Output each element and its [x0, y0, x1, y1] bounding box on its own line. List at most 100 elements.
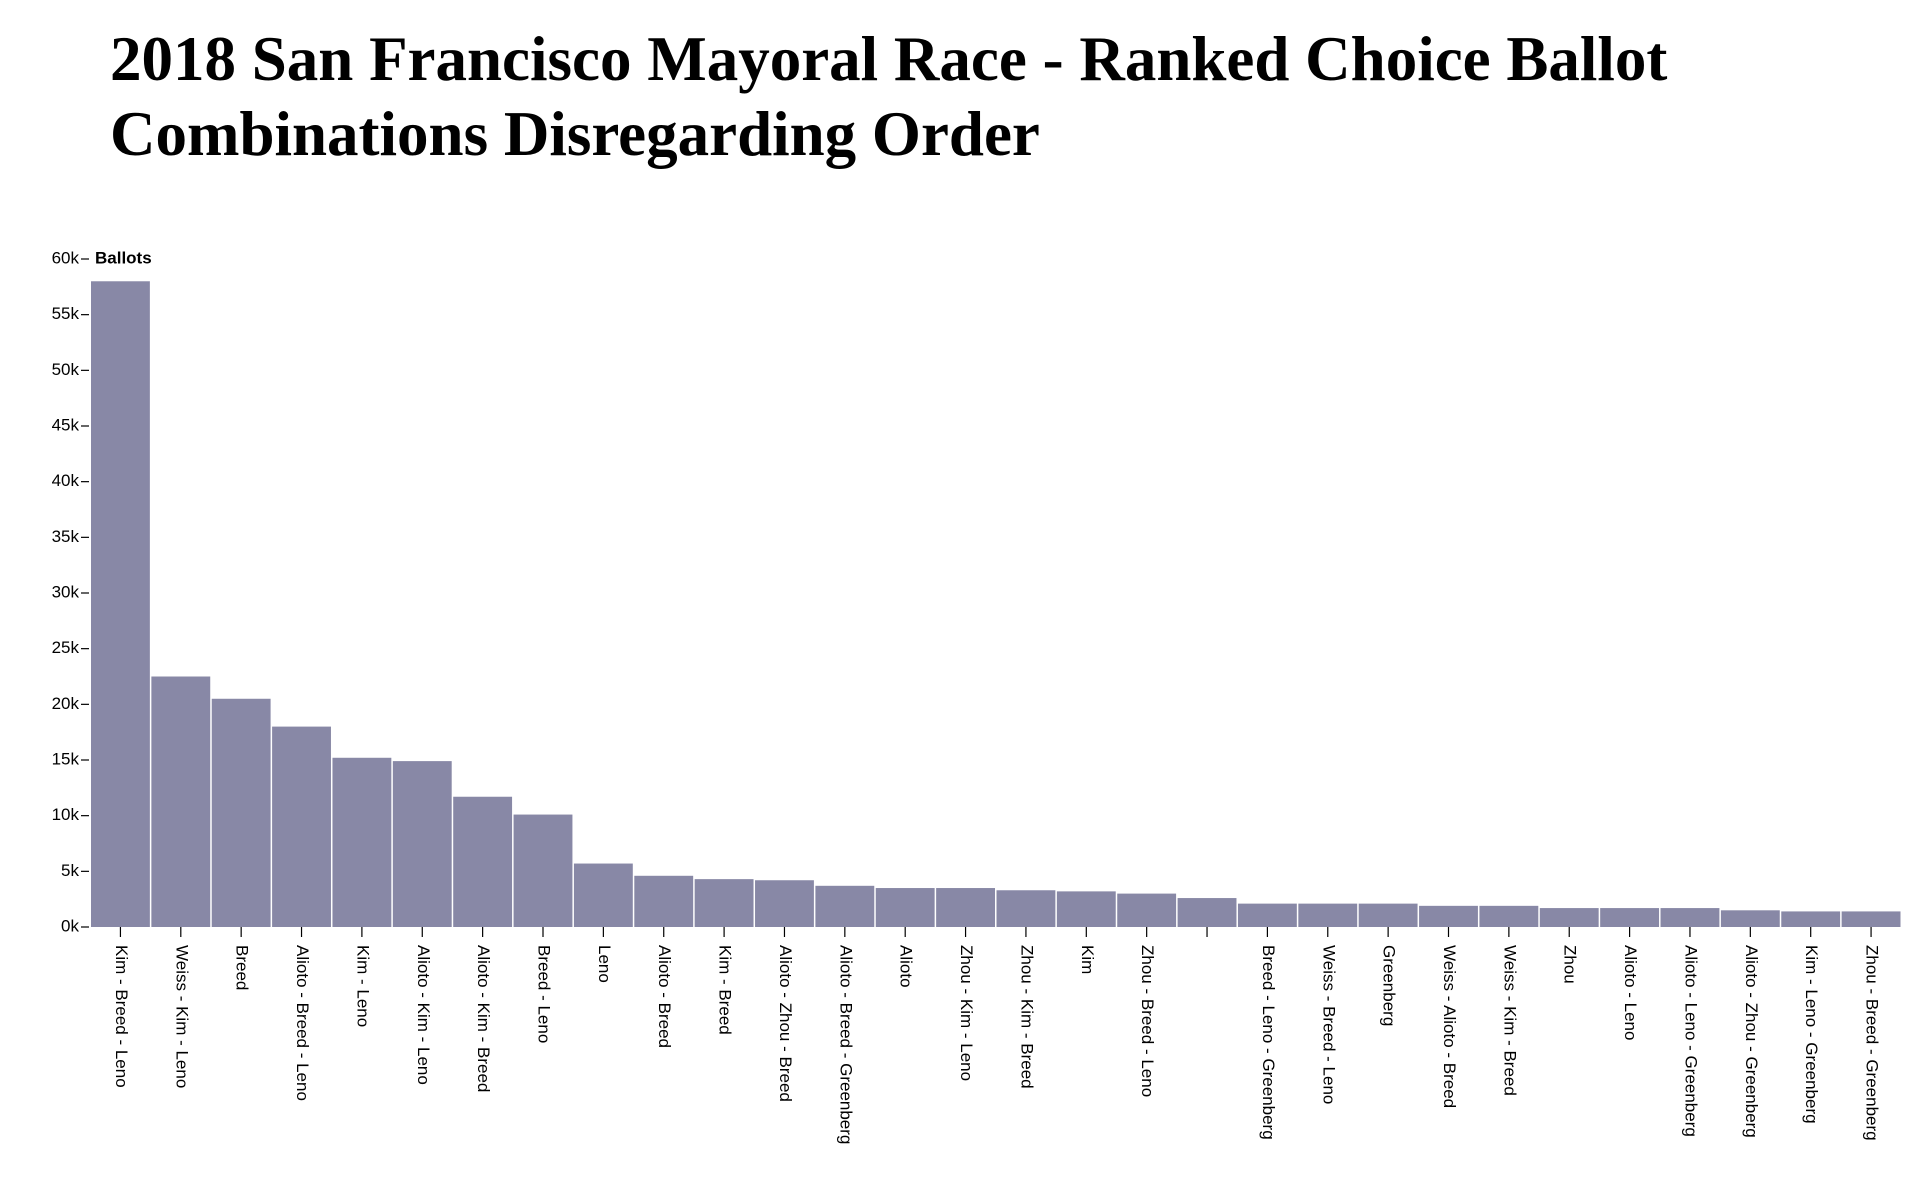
- x-tick: Alioto - Leno - Greenberg: [1681, 927, 1700, 1137]
- bar[interactable]: [936, 888, 995, 927]
- bar[interactable]: [1177, 898, 1237, 927]
- x-tick-label: Kim - Leno: [353, 945, 372, 1027]
- x-tick: Alioto - Breed - Greenberg: [836, 927, 855, 1144]
- bar[interactable]: [1781, 911, 1841, 927]
- x-tick: Kim - Breed: [716, 927, 735, 1035]
- y-tick-label: 15k: [52, 749, 80, 768]
- y-tick-label: 60k: [52, 248, 80, 267]
- bar[interactable]: [332, 757, 392, 927]
- x-tick-label: Alioto - Breed: [655, 945, 674, 1048]
- x-tick-label: Kim - Leno - Greenberg: [1802, 945, 1821, 1124]
- x-tick: Kim - Breed - Leno: [112, 927, 131, 1088]
- x-tick: Breed - Leno - Greenberg: [1259, 927, 1278, 1140]
- bar[interactable]: [694, 879, 754, 927]
- bar[interactable]: [1479, 905, 1539, 927]
- bar[interactable]: [1600, 908, 1660, 927]
- y-tick-label: 0k: [61, 916, 79, 935]
- bar[interactable]: [634, 875, 694, 927]
- y-tick-label: 45k: [52, 415, 80, 434]
- y-tick: 40k: [52, 471, 89, 490]
- y-tick-label: 35k: [52, 527, 80, 546]
- x-tick-label: Leno: [595, 945, 614, 983]
- bar[interactable]: [513, 814, 573, 927]
- y-tick: 45k: [52, 415, 89, 434]
- bar[interactable]: [1660, 908, 1720, 927]
- x-tick-label: Alioto - Leno - Greenberg: [1681, 945, 1700, 1137]
- bar[interactable]: [1117, 893, 1177, 927]
- y-tick: 15k: [52, 749, 89, 768]
- bar[interactable]: [1358, 903, 1418, 927]
- x-tick: Leno: [595, 927, 614, 983]
- bar[interactable]: [1419, 905, 1478, 927]
- y-tick-label: 25k: [52, 638, 80, 657]
- x-tick-label: Alioto - Zhou - Breed: [776, 945, 795, 1102]
- x-tick: Greenberg: [1380, 927, 1399, 1026]
- x-tick-label: Zhou - Breed - Leno: [1138, 945, 1157, 1097]
- x-tick-label: Weiss - Kim - Leno: [172, 945, 191, 1088]
- x-tick-label: Zhou - Kim - Breed: [1017, 945, 1036, 1089]
- bar[interactable]: [996, 890, 1056, 927]
- x-tick-label: Zhou - Kim - Leno: [957, 945, 976, 1081]
- y-axis: 0k 5k 10k 15k 20k 25k 30k 35k 40k 45k 50k 55k 60k Bal…: [52, 248, 152, 935]
- bar[interactable]: [392, 761, 452, 927]
- bar[interactable]: [815, 885, 875, 927]
- x-tick: Weiss - Breed - Leno: [1319, 927, 1338, 1104]
- x-tick: Alioto - Zhou - Greenberg: [1742, 927, 1761, 1138]
- bar[interactable]: [755, 880, 814, 927]
- x-tick: Zhou - Kim - Breed: [1017, 927, 1036, 1089]
- x-tick-label: Alioto - Kim - Leno: [414, 945, 433, 1085]
- y-tick: 5k: [61, 861, 89, 880]
- bar[interactable]: [573, 863, 633, 927]
- y-tick-label: 55k: [52, 304, 80, 323]
- x-tick: Kim - Leno - Greenberg: [1802, 927, 1821, 1124]
- bar[interactable]: [211, 698, 271, 927]
- x-tick: Weiss - Kim - Breed: [1500, 927, 1519, 1096]
- x-tick: Weiss - Alioto - Breed: [1440, 927, 1459, 1108]
- bar[interactable]: [272, 726, 331, 927]
- x-tick: Alioto - Kim - Leno: [414, 927, 433, 1085]
- x-tick: Zhou: [1561, 927, 1580, 984]
- x-tick-label: Kim - Breed - Leno: [112, 945, 131, 1088]
- chart-title: 2018 San Francisco Mayoral Race - Ranked…: [110, 24, 1668, 169]
- x-tick: Weiss - Kim - Leno: [172, 927, 191, 1088]
- bar[interactable]: [1237, 903, 1297, 927]
- x-tick-label: Weiss - Kim - Breed: [1500, 945, 1519, 1096]
- x-tick: Zhou - Breed - Leno: [1138, 927, 1157, 1097]
- x-tick: Breed - Leno: [535, 927, 554, 1043]
- x-tick-label: Alioto - Zhou - Greenberg: [1742, 945, 1761, 1138]
- y-tick-label: 5k: [61, 861, 79, 880]
- y-tick-label: 50k: [52, 360, 80, 379]
- x-tick-label: Alioto: [897, 945, 916, 988]
- x-tick-label: Breed: [233, 945, 252, 990]
- x-tick: Alioto - Leno: [1621, 927, 1640, 1040]
- x-tick-label: Weiss - Alioto - Breed: [1440, 945, 1459, 1108]
- x-tick: Alioto: [897, 927, 916, 988]
- bar[interactable]: [151, 676, 211, 928]
- y-tick-label: 40k: [52, 471, 80, 490]
- y-tick: 0k: [61, 916, 89, 935]
- bar[interactable]: [453, 796, 513, 927]
- bar[interactable]: [1056, 891, 1116, 927]
- x-tick-label: Weiss - Breed - Leno: [1319, 945, 1338, 1104]
- y-tick: 60k: [52, 248, 89, 267]
- bar[interactable]: [875, 888, 935, 927]
- y-axis-label: Ballots: [95, 248, 152, 267]
- bar[interactable]: [1720, 910, 1780, 927]
- y-tick-label: 10k: [52, 805, 80, 824]
- bar[interactable]: [1298, 903, 1358, 927]
- y-tick-label: 30k: [52, 582, 80, 601]
- bar[interactable]: [1539, 908, 1599, 927]
- x-tick-label: Kim: [1078, 945, 1097, 974]
- y-tick: 35k: [52, 527, 89, 546]
- x-tick-label: Alioto - Leno: [1621, 945, 1640, 1040]
- x-tick: Zhou - Breed - Greenberg: [1863, 927, 1882, 1141]
- x-tick-label: Breed - Leno: [535, 945, 554, 1043]
- x-axis: Kim - Breed - Leno Weiss - Kim - Leno Bree…: [112, 927, 1882, 1144]
- x-tick: Alioto - Breed - Leno: [293, 927, 312, 1101]
- bar[interactable]: [1841, 911, 1901, 927]
- bar[interactable]: [91, 281, 150, 927]
- y-tick: 30k: [52, 582, 89, 601]
- x-tick-label: Kim - Breed: [716, 945, 735, 1035]
- x-tick-label: Alioto - Breed - Greenberg: [836, 945, 855, 1144]
- x-tick: Alioto - Kim - Breed: [474, 927, 493, 1092]
